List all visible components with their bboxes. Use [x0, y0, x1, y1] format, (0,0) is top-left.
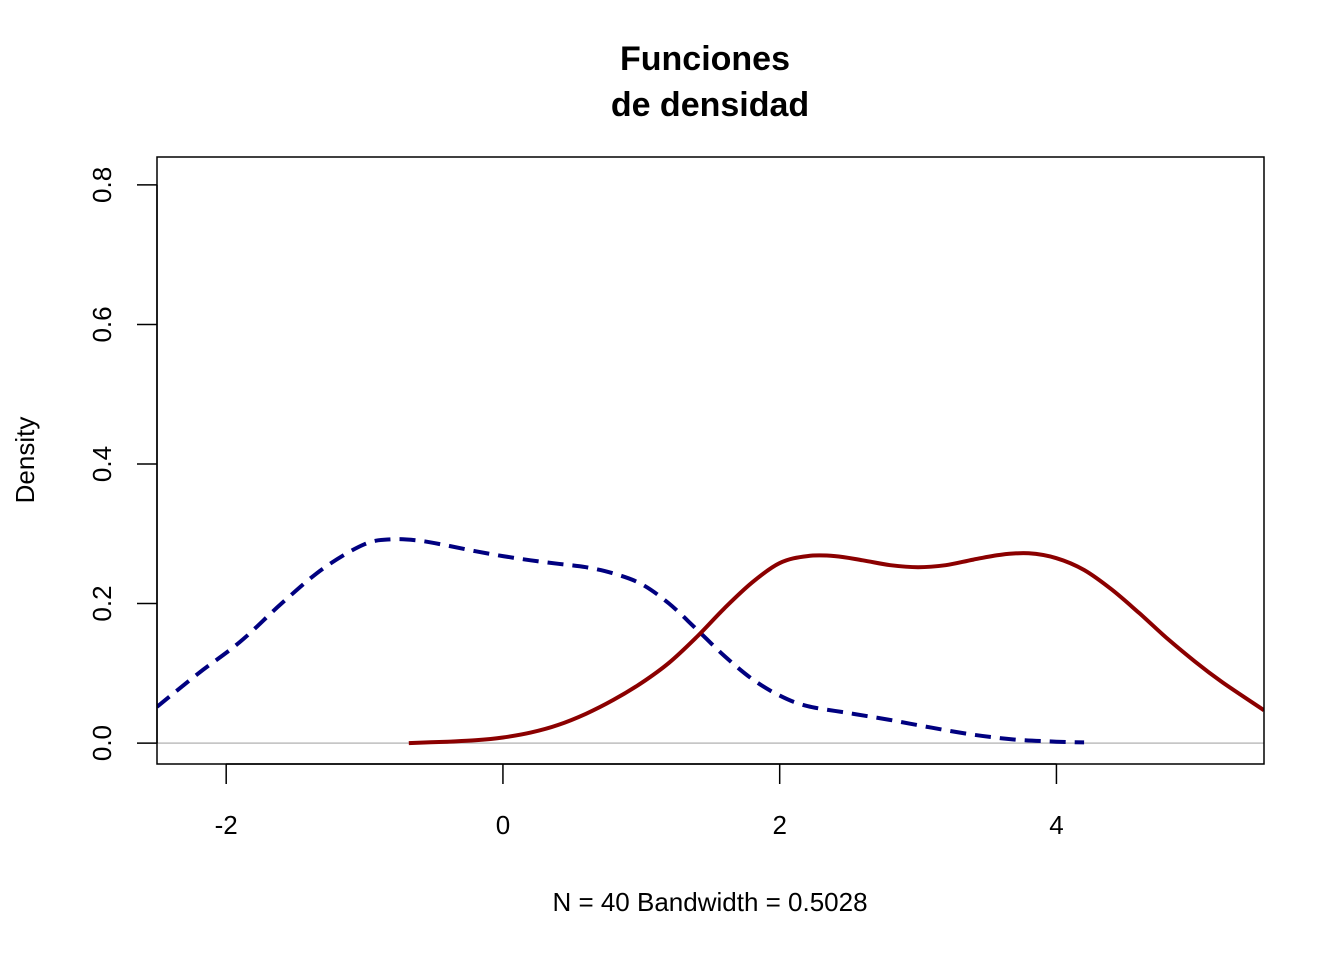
x-tick-label: 0 [496, 810, 510, 840]
chart-title-line-2: de densidad [611, 86, 809, 124]
y-tick-label: 0.0 [87, 725, 117, 761]
y-tick-label: 0.6 [87, 306, 117, 342]
x-tick-label: -2 [215, 810, 238, 840]
y-tick-label: 0.8 [87, 167, 117, 203]
x-tick-label: 4 [1049, 810, 1063, 840]
y-tick-label: 0.4 [87, 446, 117, 482]
series-line-2-solid [408, 551, 1264, 746]
x-axis-label: N = 40 Bandwidth = 0.5028 [552, 887, 867, 917]
x-axis: -2 0 2 4 [215, 763, 1064, 840]
y-tick-label: 0.2 [87, 585, 117, 621]
plot-frame [156, 156, 1265, 765]
x-tick-label: 2 [772, 810, 786, 840]
chart-title-line-1: Funciones [620, 40, 790, 78]
series-layer [157, 537, 1264, 746]
series-line-1-dashed [157, 537, 1085, 745]
y-axis-label: Density [10, 417, 40, 504]
y-axis: 0.0 0.2 0.4 0.6 0.8 [87, 167, 158, 761]
